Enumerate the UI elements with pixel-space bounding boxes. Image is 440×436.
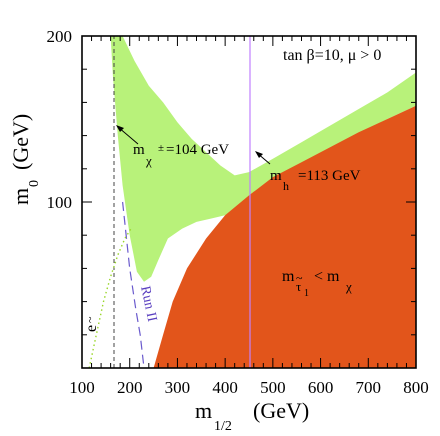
stau-annotation: m τ ~ 1 < m χ <box>282 268 352 299</box>
selectron-annotation: e ~ <box>83 316 100 332</box>
run-ii-curve <box>122 201 145 368</box>
svg-text:m: m <box>8 188 33 205</box>
svg-text:m: m <box>133 142 145 158</box>
svg-text:χ: χ <box>145 153 152 168</box>
higgs-band-region <box>110 36 416 282</box>
higgs-annotation: m h =113 GeV <box>255 151 361 193</box>
x-tick-label: 400 <box>212 378 238 397</box>
x-tick-label: 800 <box>403 378 429 397</box>
svg-text:m: m <box>195 398 212 423</box>
svg-text:m: m <box>282 268 295 285</box>
axis-tick-labels: 100 200 300 400 500 600 700 800 100 200 <box>47 27 429 397</box>
svg-text:~: ~ <box>296 271 303 285</box>
axis-ticks <box>81 35 417 369</box>
svg-text:e: e <box>83 325 100 332</box>
svg-text:< m: < m <box>314 268 340 285</box>
params-label: tan β=10, μ > 0 <box>283 47 381 64</box>
svg-text:(GeV): (GeV) <box>8 114 33 170</box>
svg-text:±: ± <box>158 142 164 154</box>
svg-text:0: 0 <box>27 180 42 187</box>
stau-excluded-region <box>153 105 416 368</box>
selectron-limit-curve <box>88 226 133 368</box>
x-tick-label: 500 <box>260 378 286 397</box>
x-tick-label: 300 <box>165 378 191 397</box>
svg-text:h: h <box>283 179 289 193</box>
svg-text:~: ~ <box>83 316 97 323</box>
x-tick-label: 700 <box>356 378 382 397</box>
plot-regions <box>88 36 416 368</box>
svg-text:χ: χ <box>345 279 352 294</box>
chargino-annotation: m χ ± =104 GeV <box>116 125 229 168</box>
y-tick-label: 100 <box>47 193 73 212</box>
run-ii-label: Run II <box>137 285 159 324</box>
x-axis-title: m 1/2 (GeV) <box>195 398 309 434</box>
svg-text:1: 1 <box>304 288 309 299</box>
svg-text:=113 GeV: =113 GeV <box>298 168 361 184</box>
x-tick-label: 600 <box>308 378 334 397</box>
y-tick-label: 200 <box>47 27 73 46</box>
x-tick-label: 100 <box>69 378 95 397</box>
x-tick-label: 200 <box>117 378 143 397</box>
svg-text:(GeV): (GeV) <box>253 398 309 423</box>
y-axis-title: m 0 (GeV) <box>8 114 42 205</box>
svg-text:τ: τ <box>296 279 301 294</box>
svg-text:=104 GeV: =104 GeV <box>166 142 229 158</box>
svg-text:1/2: 1/2 <box>214 419 232 434</box>
svg-text:m: m <box>270 168 282 184</box>
